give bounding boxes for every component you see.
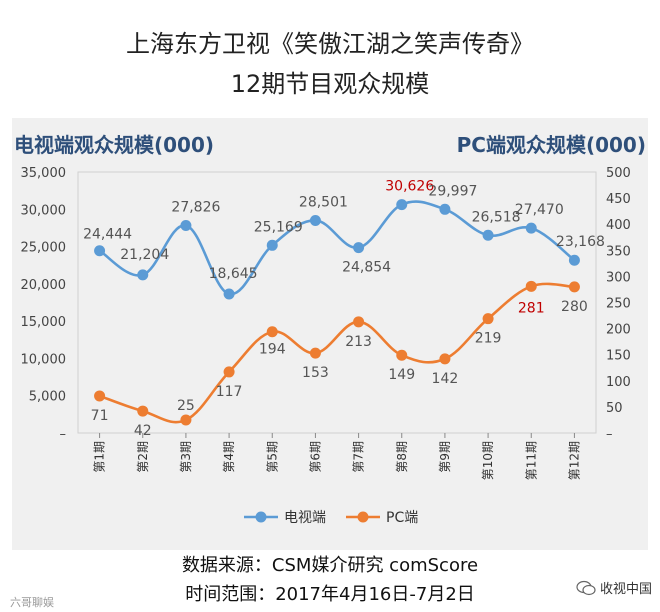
chart-panel	[12, 118, 648, 550]
pc-point	[137, 405, 149, 417]
pc-point	[568, 281, 580, 293]
legend-label: 电视端	[284, 510, 326, 526]
pc-point	[525, 280, 537, 292]
pc-point	[180, 414, 192, 426]
pc-data-label: 213	[345, 334, 372, 350]
pc-data-label: 219	[475, 331, 502, 347]
x-tick-label: 第11期	[524, 441, 538, 480]
right-axis-title: PC端观众规模(000)	[456, 133, 646, 157]
left-axis-title: 电视端观众规模(000)	[14, 133, 215, 157]
x-tick-label: 第5期	[265, 441, 279, 473]
left-tick-label: 35,000	[21, 166, 67, 181]
right-tick-label: –	[606, 427, 613, 442]
tv-data-label: 25,169	[254, 219, 303, 235]
right-tick-label: 350	[606, 244, 631, 259]
watermark-right-text: 收视中国	[599, 582, 652, 597]
pc-point	[439, 353, 451, 365]
tv-point	[180, 219, 192, 231]
pc-point	[396, 349, 408, 361]
date-range: 时间范围：2017年4月16日-7月2日	[185, 584, 475, 605]
wechat-icon	[576, 580, 596, 595]
watermark-right: 收视中国	[576, 578, 652, 597]
watermark-left-text: 六哥聊娱	[10, 596, 54, 609]
right-tick-label: 250	[606, 297, 631, 312]
x-tick-label: 第2期	[136, 441, 150, 473]
right-tick-label: 150	[606, 349, 631, 364]
pc-point	[266, 326, 278, 338]
chart-title-line1: 上海东方卫视《笑傲江湖之笑声传奇》	[126, 30, 534, 58]
x-tick-label: 第12期	[567, 441, 581, 480]
x-tick-label: 第7期	[352, 441, 366, 473]
tv-data-label: 23,168	[556, 234, 605, 250]
left-tick-label: 30,000	[21, 203, 67, 218]
tv-data-label: 18,645	[209, 266, 258, 282]
tv-point	[353, 242, 365, 254]
plot-area	[77, 171, 597, 434]
tv-point	[396, 199, 408, 211]
pc-data-label: 194	[259, 342, 286, 358]
pc-data-label: 149	[388, 367, 415, 383]
left-tick-label: 20,000	[21, 278, 67, 293]
pc-point	[482, 313, 494, 325]
tv-data-label: 24,854	[342, 260, 391, 276]
chart-title-line2: 12期节目观众规模	[230, 70, 430, 98]
tv-point	[568, 254, 580, 266]
tv-data-label: 24,444	[83, 227, 132, 243]
x-tick-label: 第10期	[481, 441, 495, 480]
tv-point	[482, 229, 494, 241]
tv-point	[266, 239, 278, 251]
tv-data-label: 21,204	[120, 247, 169, 263]
right-tick-label: 300	[606, 270, 631, 285]
pc-data-label: 280	[561, 299, 588, 315]
right-tick-label: 500	[606, 166, 631, 181]
tv-data-label: 27,826	[171, 199, 220, 215]
left-tick-label: 5,000	[29, 390, 66, 405]
data-source: 数据来源：CSM媒介研究 comScore	[181, 555, 479, 576]
right-tick-label: 400	[606, 218, 631, 233]
right-tick-label: 200	[606, 323, 631, 338]
pc-data-label: 42	[134, 423, 152, 439]
left-tick-label: 15,000	[21, 315, 67, 330]
tv-point	[94, 245, 106, 257]
tv-data-label: 28,501	[299, 194, 348, 210]
tv-point	[309, 214, 321, 226]
x-tick-label: 第3期	[179, 441, 193, 473]
pc-data-label: 142	[432, 371, 459, 387]
x-tick-label: 第1期	[93, 441, 107, 473]
pc-point	[223, 366, 235, 378]
right-tick-label: 450	[606, 192, 631, 207]
pc-data-label: 281	[518, 300, 545, 316]
tv-point	[439, 203, 451, 215]
x-tick-label: 第9期	[438, 441, 452, 473]
tv-point	[223, 288, 235, 300]
x-tick-label: 第6期	[308, 441, 322, 473]
pc-data-label: 71	[91, 408, 109, 424]
x-tick-label: 第4期	[222, 441, 236, 473]
pc-data-label: 153	[302, 365, 329, 381]
legend-label: PC端	[386, 510, 418, 526]
tv-point	[137, 269, 149, 281]
pc-data-label: 117	[216, 384, 243, 400]
right-tick-label: 100	[606, 375, 631, 390]
legend-marker	[255, 511, 267, 523]
tv-data-label: 27,470	[515, 202, 564, 218]
legend-marker	[357, 511, 369, 523]
pc-data-label: 25	[177, 398, 195, 414]
left-tick-label: –	[60, 427, 67, 442]
tv-data-label: 26,518	[472, 209, 521, 225]
tv-point	[525, 222, 537, 234]
watermark-left: 六哥聊娱	[10, 594, 54, 610]
right-tick-label: 50	[606, 401, 623, 416]
x-tick-label: 第8期	[395, 441, 409, 473]
pc-point	[353, 316, 365, 328]
tv-data-label: 29,997	[428, 183, 477, 199]
left-tick-label: 25,000	[21, 241, 67, 256]
pc-point	[94, 390, 106, 402]
tv-data-label: 30,626	[385, 179, 434, 195]
pc-series-line	[99, 282, 575, 424]
left-tick-label: 10,000	[21, 352, 67, 367]
pc-point	[309, 347, 321, 359]
